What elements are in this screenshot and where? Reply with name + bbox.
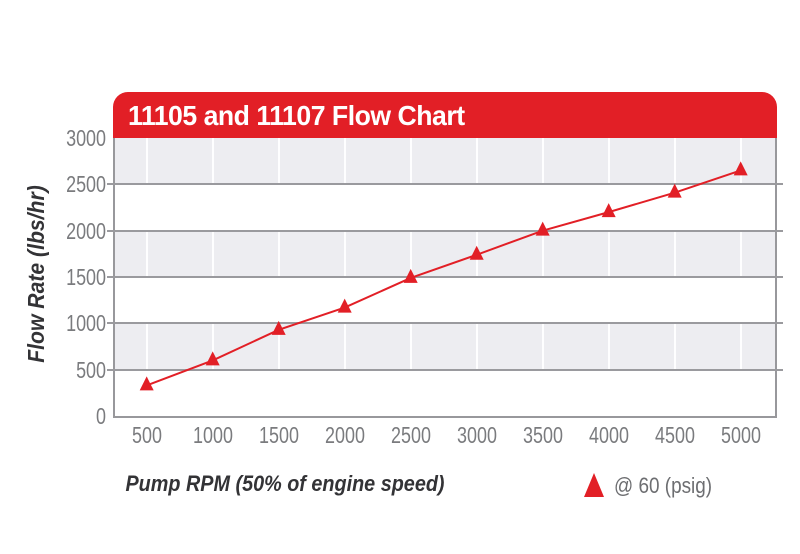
horizontal-gridline — [107, 229, 783, 232]
plot-band — [115, 369, 775, 416]
chart-title: 11105 and 11107 Flow Chart — [128, 100, 465, 131]
x-tick-label: 5000 — [720, 422, 761, 448]
horizontal-gridline — [107, 276, 783, 278]
y-tick-label: 1500 — [66, 264, 106, 290]
plot-band — [115, 230, 775, 277]
y-axis-title: Flow Rate (lbs/hr) — [23, 185, 49, 363]
x-tick-label: 500 — [131, 422, 162, 448]
plot-band — [115, 323, 775, 370]
data-point-marker — [403, 268, 418, 283]
chart-title-banner: 11105 and 11107 Flow Chart — [113, 92, 777, 138]
y-tick-label: 2000 — [66, 217, 106, 244]
data-point-marker — [205, 351, 220, 366]
x-axis-title: Pump RPM (50% of engine speed) — [125, 471, 445, 496]
x-tick-label: 4000 — [588, 422, 629, 448]
y-tick-label: 1000 — [66, 310, 106, 337]
flow-line — [146, 169, 741, 387]
y-tick-label: 0 — [96, 403, 106, 429]
triangle-marker-icon — [584, 473, 604, 497]
x-tick-label: 1000 — [192, 422, 233, 448]
x-tick-label: 2500 — [390, 422, 431, 448]
y-tick-label: 3000 — [66, 125, 106, 151]
data-point-marker — [667, 183, 682, 198]
data-point-marker — [271, 320, 286, 335]
legend-label: @ 60 (psig) — [614, 473, 713, 498]
data-point-marker — [469, 245, 484, 260]
horizontal-gridline — [107, 368, 783, 371]
horizontal-gridline — [107, 183, 783, 186]
x-tick-label: 3500 — [522, 422, 563, 448]
plot-band — [115, 138, 775, 185]
data-point-marker — [733, 161, 748, 176]
y-tick-label: 500 — [76, 356, 106, 383]
horizontal-gridline — [107, 322, 783, 325]
plot-band — [115, 184, 775, 231]
data-point-marker — [337, 298, 352, 313]
y-tick-label: 2500 — [66, 171, 106, 198]
data-point-marker — [601, 203, 616, 218]
plot-area — [107, 138, 783, 418]
x-tick-label: 2000 — [324, 422, 365, 448]
x-tick-label: 4500 — [654, 422, 695, 448]
x-tick-label: 3000 — [456, 422, 497, 448]
flow-line-svg — [139, 161, 748, 391]
plot-band — [115, 277, 775, 324]
data-point-marker — [139, 376, 154, 391]
x-tick-label: 1500 — [258, 422, 299, 448]
data-point-marker — [535, 221, 550, 236]
